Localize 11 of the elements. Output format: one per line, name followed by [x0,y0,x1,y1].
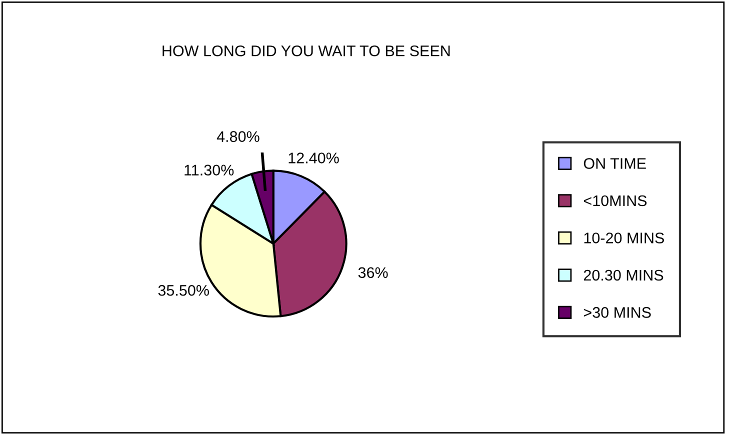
data-label: 11.30% [184,164,234,176]
data-label: 35.50% [158,284,209,296]
legend-label: 10-20 MINS [584,232,664,244]
legend-label: >30 MINS [584,307,651,318]
data-label: 4.80% [216,131,260,142]
data-label: 12.40% [288,152,339,164]
chart-title: HOW LONG DID YOU WAIT TO BE SEEN [162,45,450,56]
legend-label: ON TIME [584,158,646,169]
legend-label: 20.30 MINS [584,270,664,281]
data-label: 36% [358,267,388,278]
legend-label: <10MINS [584,195,647,206]
